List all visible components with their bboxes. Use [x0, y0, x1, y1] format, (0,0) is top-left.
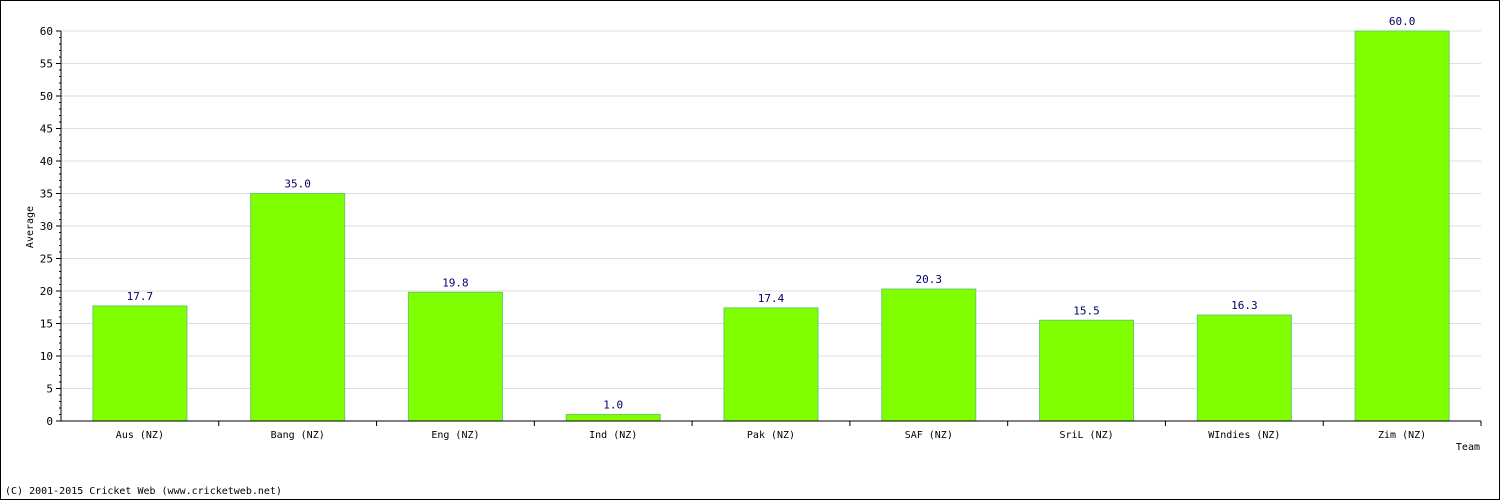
y-tick-label: 25	[40, 253, 53, 266]
y-tick-label: 10	[40, 350, 53, 363]
x-axis-label: Team	[1456, 442, 1480, 453]
y-axis-label: Average	[25, 206, 36, 248]
y-tick-label: 55	[40, 58, 53, 71]
y-tick-label: 45	[40, 123, 53, 136]
x-tick-label: WIndies (NZ)	[1208, 430, 1280, 441]
bar	[881, 288, 977, 422]
x-tick-label: Ind (NZ)	[589, 430, 637, 441]
bar-value-label: 17.7	[127, 290, 154, 303]
y-tick-label: 35	[40, 188, 53, 201]
x-axis-ticks: Aus (NZ) Bang (NZ) Eng (NZ) Ind (NZ) Pak (NZ…	[116, 421, 1482, 441]
bar-value-label: 16.3	[1231, 299, 1258, 312]
bar	[407, 291, 503, 422]
x-tick-label: SriL (NZ)	[1059, 430, 1113, 441]
x-tick-label: Bang (NZ)	[271, 430, 325, 441]
bars: 17.7 35.0 19.8 1.0 17.4 20.3 15.5 16.3 60.0	[92, 15, 1450, 422]
copyright-text: (C) 2001-2015 Cricket Web (www.cricketwe…	[5, 486, 282, 497]
bar-value-label: 35.0	[284, 178, 311, 191]
x-tick-label: Zim (NZ)	[1378, 430, 1426, 441]
y-tick-label: 20	[40, 285, 53, 298]
y-tick-label: 0	[46, 415, 53, 428]
x-tick-label: Eng (NZ)	[431, 430, 479, 441]
bar-value-label: 20.3	[916, 273, 943, 286]
y-tick-label: 30	[40, 220, 53, 233]
x-tick-label: SAF (NZ)	[905, 430, 953, 441]
y-tick-label: 60	[40, 25, 53, 38]
bar	[92, 305, 188, 422]
bar	[723, 307, 819, 422]
bar	[565, 414, 661, 422]
bar	[1039, 319, 1135, 422]
bar	[1196, 314, 1292, 422]
bar-value-label: 15.5	[1073, 304, 1100, 317]
bar	[250, 193, 346, 422]
y-tick-label: 5	[46, 383, 53, 396]
x-tick-label: Aus (NZ)	[116, 430, 164, 441]
y-axis-ticks: 0 5 10 15 20 25 30 35 40 45 50 55 60	[40, 25, 61, 428]
y-tick-label: 15	[40, 318, 53, 331]
bar-value-label: 19.8	[442, 276, 469, 289]
bar-value-label: 1.0	[603, 399, 623, 412]
bar-value-label: 60.0	[1389, 15, 1416, 28]
bar-value-label: 17.4	[758, 292, 785, 305]
y-tick-label: 50	[40, 90, 53, 103]
x-tick-label: Pak (NZ)	[747, 430, 795, 441]
y-tick-label: 40	[40, 155, 53, 168]
bar	[1354, 30, 1450, 422]
